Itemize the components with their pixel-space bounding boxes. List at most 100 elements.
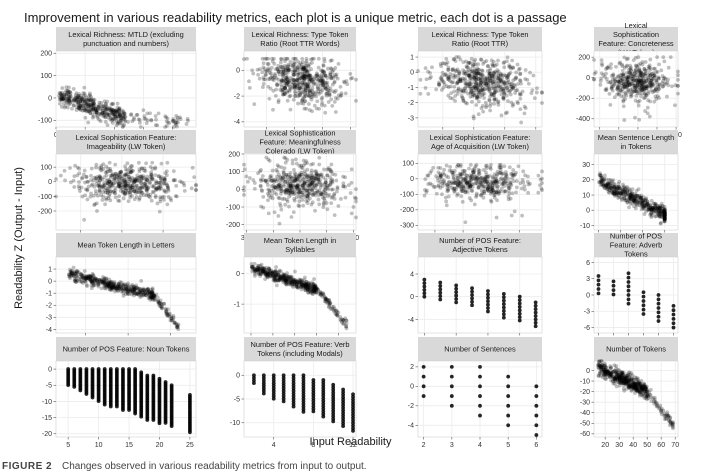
data-point	[426, 174, 430, 178]
data-point	[333, 213, 337, 217]
data-point	[518, 67, 522, 71]
data-point	[75, 274, 79, 278]
data-point	[297, 82, 301, 86]
data-point	[637, 199, 641, 203]
data-point	[506, 55, 510, 59]
data-point	[422, 278, 426, 282]
data-point	[447, 187, 451, 191]
data-point	[287, 69, 291, 73]
data-point	[153, 165, 157, 169]
data-point	[533, 96, 537, 100]
data-point	[154, 114, 158, 118]
data-point	[461, 200, 465, 204]
data-point	[481, 69, 485, 73]
data-point	[644, 79, 648, 83]
data-point	[130, 119, 134, 123]
data-point	[266, 62, 270, 66]
data-point	[275, 76, 279, 80]
data-point	[83, 269, 87, 273]
data-point	[298, 180, 302, 184]
data-point	[309, 163, 313, 167]
data-point	[536, 191, 540, 195]
data-point	[76, 166, 80, 170]
data-point	[91, 102, 95, 106]
data-point	[297, 204, 301, 208]
data-point	[183, 189, 187, 193]
y-tick-label: 4	[410, 271, 414, 278]
data-point	[126, 282, 130, 286]
data-point	[509, 85, 513, 89]
data-point	[628, 70, 632, 74]
data-point	[330, 305, 334, 309]
data-point	[263, 77, 267, 81]
data-point	[89, 174, 93, 178]
data-point	[661, 79, 665, 83]
data-point	[83, 94, 87, 98]
data-point	[336, 185, 340, 189]
data-point	[253, 272, 257, 276]
data-point	[88, 275, 92, 279]
data-point	[293, 171, 297, 175]
data-point	[270, 179, 274, 183]
data-point	[519, 79, 523, 83]
data-point	[643, 96, 647, 100]
data-point	[122, 113, 126, 117]
data-point	[653, 89, 657, 93]
y-tick-label: -1	[408, 85, 414, 92]
data-point	[488, 109, 492, 113]
data-point	[660, 202, 664, 206]
data-point	[445, 203, 449, 207]
data-point	[165, 183, 169, 187]
data-point	[54, 177, 58, 181]
data-point	[102, 284, 106, 288]
data-point	[502, 87, 506, 91]
data-point	[106, 170, 110, 174]
data-point	[604, 177, 608, 181]
data-point	[344, 92, 348, 96]
data-point	[164, 115, 168, 119]
y-tick-label: -2	[408, 100, 414, 107]
data-point	[484, 170, 488, 174]
data-point	[445, 183, 449, 187]
data-point	[290, 176, 294, 180]
data-point	[130, 194, 134, 198]
data-point	[313, 81, 317, 85]
data-point	[242, 185, 246, 189]
data-point	[317, 193, 321, 197]
data-point	[626, 76, 630, 80]
data-point	[444, 57, 448, 61]
y-tick-label: 0	[236, 271, 240, 278]
data-point	[186, 117, 190, 121]
data-point	[646, 98, 650, 102]
data-point	[286, 99, 290, 103]
y-tick-label: -100	[400, 192, 414, 199]
data-point	[85, 198, 89, 202]
data-point	[144, 161, 148, 165]
data-point	[271, 108, 275, 112]
plot-area	[418, 257, 542, 333]
data-point	[316, 178, 320, 182]
data-point	[322, 57, 326, 61]
data-point	[512, 174, 516, 178]
data-point	[172, 178, 176, 182]
data-point	[640, 91, 644, 95]
facet-panel: Mean Token Length in Letters456-4-3-2-10…	[46, 233, 196, 345]
data-point	[661, 207, 665, 211]
data-point	[274, 94, 278, 98]
data-point	[527, 82, 531, 86]
data-point	[332, 309, 336, 313]
data-point	[104, 120, 108, 124]
data-point	[260, 70, 264, 74]
data-point	[279, 187, 283, 191]
data-point	[267, 97, 271, 101]
data-point	[470, 189, 474, 193]
data-point	[333, 173, 337, 177]
data-point	[499, 177, 503, 181]
data-point	[494, 181, 498, 185]
data-point	[634, 94, 638, 98]
data-point	[84, 175, 88, 179]
data-point	[264, 179, 268, 183]
data-point	[620, 63, 624, 67]
data-point	[286, 200, 290, 204]
